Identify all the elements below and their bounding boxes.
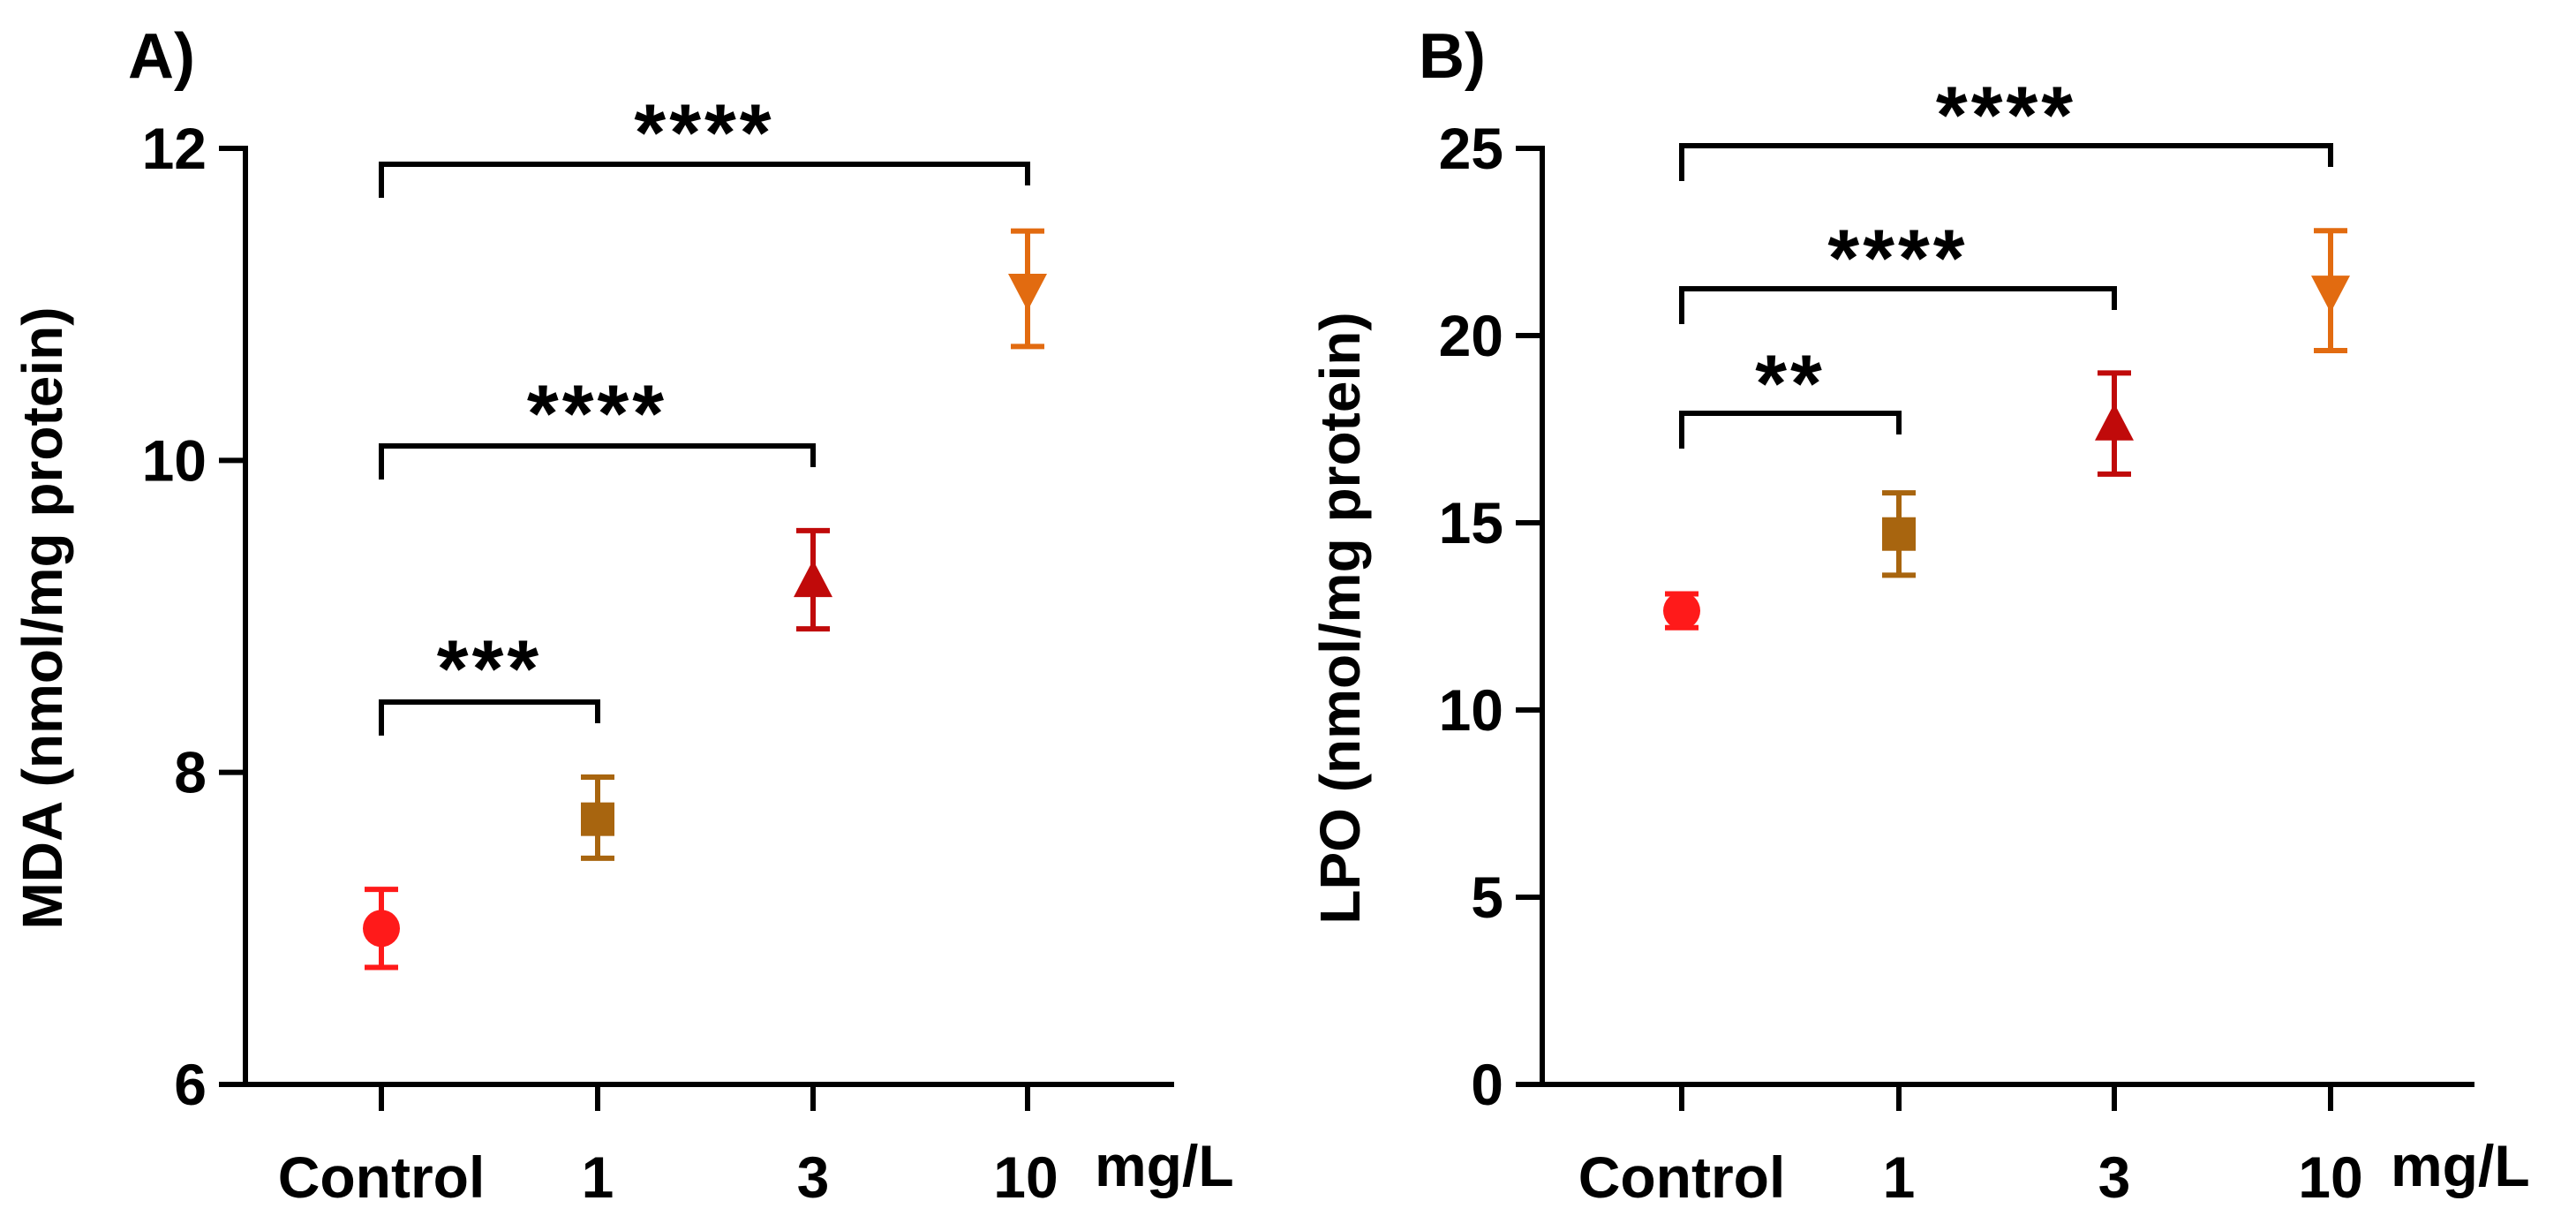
significance-label: **** [1936,71,2076,161]
y-tick-label: 25 [1439,116,1503,181]
data-point [1663,591,1700,631]
marker-triangle-up [2095,403,2134,441]
y-tick-label: 8 [174,740,207,805]
marker-square [1882,517,1916,551]
marker-circle [363,910,400,948]
significance-bracket [1679,143,2333,181]
significance-label: *** [437,624,542,714]
x-tick-label: 1 [1883,1144,1916,1210]
y-tick-label: 15 [1439,490,1503,555]
x-tick-label: 10 [2298,1144,2362,1210]
y-tick-label: 5 [1471,865,1503,930]
data-point [794,527,832,632]
y-tick-label: 0 [1471,1052,1503,1117]
y-tick-label: 20 [1439,303,1503,368]
significance-label: **** [634,88,774,178]
significance-bracket [379,699,600,736]
chart-panel-b: B) LPO (nmol/mg protein) 0 5 10 15 20 25 Control… [1308,21,2530,1210]
chart-panel-a: A) MDA (nmol/mg protein) 6 8 10 12 Control 1 3 10… [11,21,1234,1210]
significance-label: **** [1827,214,1968,304]
marker-triangle-up [794,560,832,598]
panel-label: A) [128,21,195,92]
marker-circle [1663,592,1700,630]
significance-bracket [1679,286,2117,324]
y-tick-label: 12 [142,116,207,181]
data-point [1008,228,1047,350]
significance-bracket [379,162,1030,198]
x-tick-label: 10 [993,1144,1058,1210]
x-tick-label: Control [278,1144,486,1210]
significance-label: **** [527,369,667,459]
significance-bracket [379,443,816,480]
marker-square [581,802,614,836]
x-unit-label: mg/L [2391,1133,2530,1198]
panel-label: B) [1419,21,1486,92]
marker-triangle-down [1008,274,1047,311]
x-tick-label: 3 [797,1144,830,1210]
x-tick-label: Control [1578,1144,1786,1210]
x-tick-label: 1 [582,1144,614,1210]
data-point [2311,228,2350,353]
marker-triangle-down [2311,276,2350,313]
x-tick-label: 3 [2098,1144,2131,1210]
x-unit-label: mg/L [1095,1133,1234,1198]
y-tick-label: 10 [1439,677,1503,743]
data-point [2095,370,2134,477]
y-axis-title: MDA (nmol/mg protein) [11,306,74,929]
y-tick-label: 10 [142,427,207,493]
significance-bracket [1679,411,1902,449]
data-point [363,887,400,971]
y-axis-title: LPO (nmol/mg protein) [1308,312,1372,924]
data-point [581,774,614,861]
data-point [1882,490,1916,578]
significance-label: ** [1755,339,1826,429]
y-tick-label: 6 [174,1052,207,1117]
